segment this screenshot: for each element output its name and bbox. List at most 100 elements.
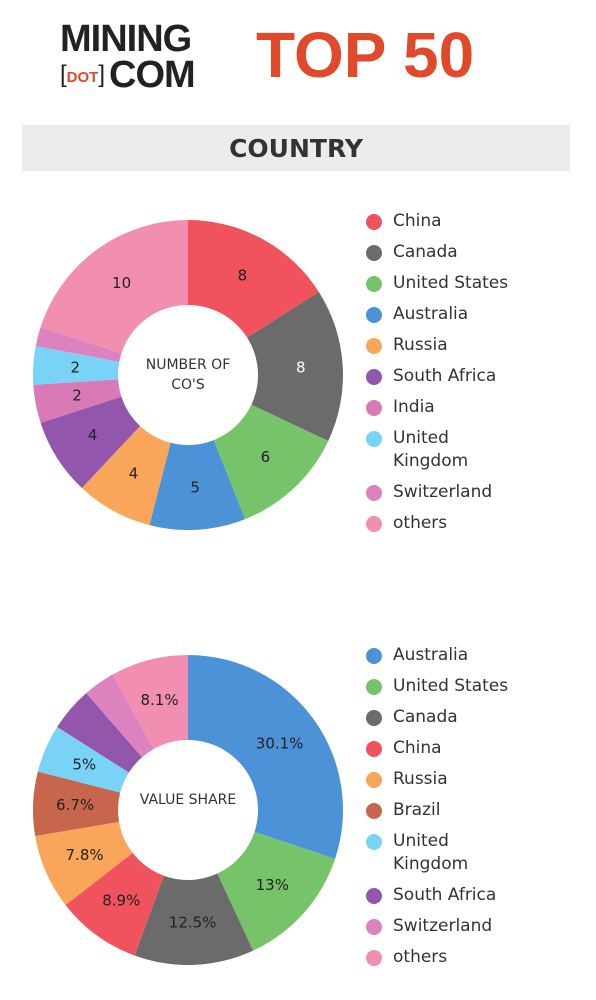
legend-entry: Australia [362, 644, 532, 667]
legend-swatch [366, 245, 382, 261]
legend-swatch [366, 276, 382, 292]
legend-entry: China [362, 210, 532, 233]
data-label: 12.5% [169, 913, 217, 931]
data-label: 7.8% [66, 846, 104, 864]
legend-entry: Russia [362, 768, 532, 791]
slice [134, 873, 254, 965]
slice [81, 426, 171, 526]
data-label: 5% [72, 756, 96, 774]
data-label: 4 [88, 426, 98, 444]
legend-entry: Switzerland [362, 481, 532, 504]
legend-swatch [366, 834, 382, 850]
slice [188, 220, 319, 338]
legend-swatch [366, 741, 382, 757]
legend-label: others [393, 947, 448, 967]
slice [213, 404, 329, 520]
slice [40, 220, 188, 354]
slice [40, 396, 141, 488]
legend-entry: South Africa [362, 365, 532, 388]
slice [217, 832, 336, 951]
legend-swatch [366, 679, 382, 695]
legend-label: Switzerland [393, 916, 493, 936]
logo-bottom-row: [DOT] COM [60, 54, 196, 97]
legend-entry: Canada [362, 241, 532, 264]
legend-entry: China [362, 737, 532, 760]
slice [247, 291, 343, 441]
legend-label: South Africa [393, 885, 497, 905]
legend-entry: others [362, 512, 532, 535]
data-label: 8.1% [140, 691, 178, 709]
slice [112, 655, 188, 749]
slice [149, 440, 246, 530]
legend-label: United States [393, 273, 509, 293]
legend-label: Russia [393, 769, 448, 789]
title: TOP 50 [256, 19, 475, 91]
legend-label: South Africa [393, 366, 497, 386]
legend-swatch [366, 888, 382, 904]
legend-entry: United Kingdom [362, 427, 532, 473]
legend-label: China [393, 738, 442, 758]
slice [35, 821, 133, 906]
legend-label: Australia [393, 304, 469, 324]
legend-label: Canada [393, 707, 458, 727]
logo-top: MINING [60, 18, 192, 60]
data-label: 8 [238, 266, 248, 284]
legend-swatch [366, 516, 382, 532]
legend-entry: Switzerland [362, 915, 532, 938]
legend-swatch [366, 485, 382, 501]
legend-entry: India [362, 396, 532, 419]
legend-entry: others [362, 946, 532, 969]
data-label: 2 [72, 387, 82, 405]
legend-label: India [393, 397, 435, 417]
slice [33, 771, 121, 837]
legend-entry: Russia [362, 334, 532, 357]
section-title: COUNTRY [22, 125, 570, 171]
legend-entry: South Africa [362, 884, 532, 907]
data-label: 8.9% [102, 892, 140, 910]
legend-swatch [366, 400, 382, 416]
slice [65, 852, 164, 956]
slice [57, 693, 143, 773]
legend-swatch [366, 214, 382, 230]
legend-label: others [393, 513, 448, 533]
data-label: 30.1% [256, 734, 304, 752]
slice [37, 726, 129, 793]
data-label: 2 [70, 358, 80, 376]
slice [86, 674, 154, 758]
slice [188, 654, 343, 859]
logo-bottom: COM [109, 54, 196, 96]
logo-dot-text: DOT [66, 69, 99, 87]
slice [33, 345, 120, 385]
legend-label: China [393, 211, 442, 231]
legend-swatch [366, 338, 382, 354]
legend-swatch [366, 648, 382, 664]
legend-label: United States [393, 676, 509, 696]
legend-swatch [366, 369, 382, 385]
data-label: 13% [256, 876, 289, 894]
legend-entry: United States [362, 675, 532, 698]
legend: China Canada United States Australia Russia S… [362, 210, 532, 543]
slice [33, 379, 122, 423]
data-label: 10 [112, 274, 131, 292]
legend-swatch [366, 950, 382, 966]
legend-swatch [366, 919, 382, 935]
data-label: 8 [296, 358, 306, 376]
legend-label: Canada [393, 242, 458, 262]
legend-swatch [366, 803, 382, 819]
legend-entry: Canada [362, 706, 532, 729]
legend-swatch [366, 710, 382, 726]
slice [35, 327, 122, 362]
legend-label: United Kingdom [393, 428, 469, 471]
legend-entry: Australia [362, 303, 532, 326]
center-label: VALUE SHARE [139, 792, 237, 808]
legend-entry: United Kingdom [362, 830, 532, 876]
legend-swatch [366, 772, 382, 788]
legend-label: Australia [393, 645, 469, 665]
data-label: 4 [129, 465, 139, 483]
legend-label: United Kingdom [393, 831, 469, 874]
legend-entry: United States [362, 272, 532, 295]
legend-label: Brazil [393, 800, 441, 820]
logo-dot: [DOT] [60, 61, 106, 89]
